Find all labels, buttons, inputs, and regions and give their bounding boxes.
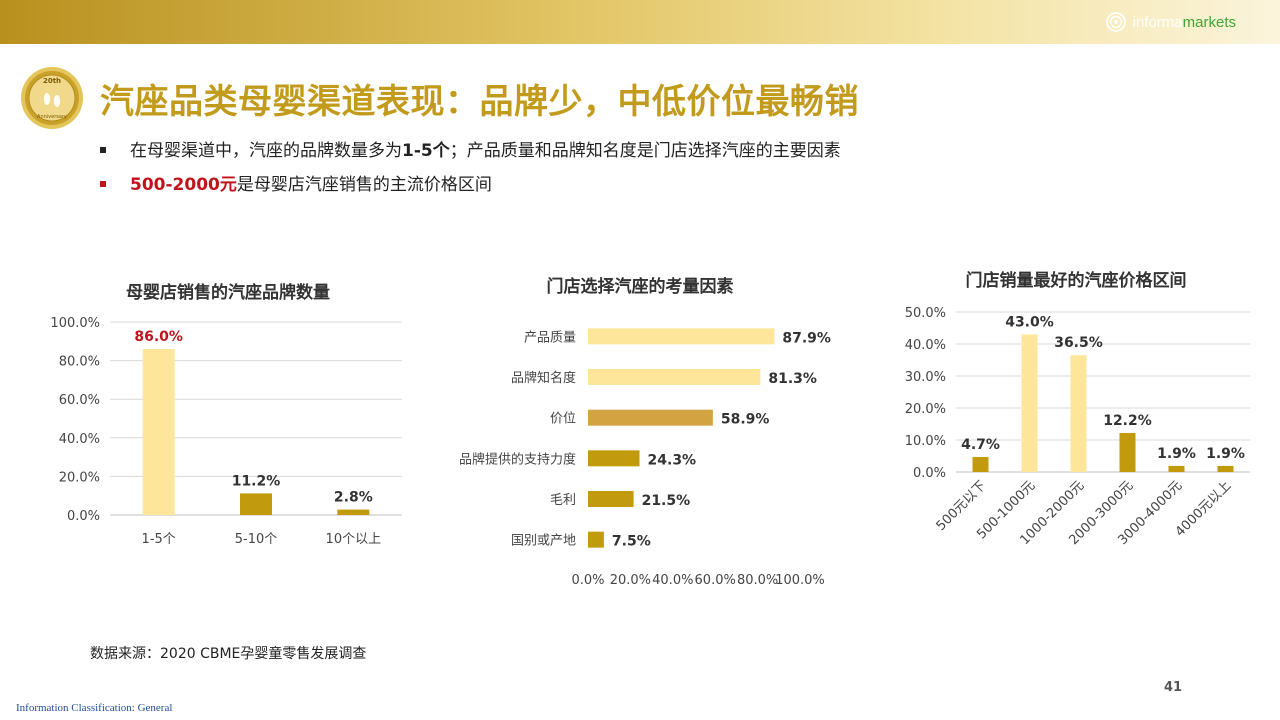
bullet-marker	[100, 181, 106, 187]
data-label: 11.2%	[232, 473, 281, 489]
chart-title: 母婴店销售的汽座品牌数量	[126, 282, 330, 303]
y-tick-label: 0.0%	[67, 509, 100, 524]
data-label: 87.9%	[782, 330, 831, 346]
data-label: 58.9%	[721, 412, 770, 428]
y-tick-label: 40.0%	[905, 338, 946, 353]
y-tick-label: 100.0%	[50, 316, 100, 331]
bar	[588, 491, 634, 507]
bar	[1021, 334, 1038, 472]
data-label: 21.5%	[642, 493, 691, 509]
y-tick-label: 60.0%	[59, 393, 100, 408]
price-range-chart: 门店销量最好的汽座价格区间 0.0% 10.0% 20.0% 30.0% 40.0% 50…	[905, 270, 1250, 548]
bar	[588, 369, 761, 385]
chart-title: 门店选择汽座的考量因素	[547, 276, 734, 297]
x-tick-label: 100.0%	[775, 573, 825, 588]
bar	[240, 493, 272, 515]
x-tick-label: 20.0%	[610, 573, 651, 588]
y-tick-label: 30.0%	[905, 370, 946, 385]
bullet-item: 500-2000元 是母婴店汽座销售的主流价格区间	[100, 170, 841, 204]
y-tick-label: 0.0%	[913, 466, 946, 481]
data-label: 43.0%	[1005, 314, 1054, 330]
brand-name-part1: informa	[1132, 13, 1183, 31]
category-label: 10个以上	[326, 532, 382, 547]
y-tick-label: 20.0%	[905, 402, 946, 417]
category-label: 品牌知名度	[511, 370, 576, 386]
badge-top-text: 20th	[43, 77, 61, 85]
data-label: 4.7%	[961, 437, 1000, 453]
bar	[972, 456, 989, 472]
bullet-marker	[100, 147, 106, 153]
data-label: 12.2%	[1103, 413, 1152, 429]
badge-bottom-text: Anniversary	[37, 114, 67, 120]
bullet-text-highlight: 500-2000元	[130, 175, 237, 195]
data-label: 7.5%	[612, 534, 651, 550]
bullet-text-bold: 1-5个	[402, 141, 450, 161]
bar	[1070, 355, 1087, 472]
y-tick-label: 20.0%	[59, 470, 100, 485]
bar	[588, 409, 713, 426]
bullet-list: 在母婴渠道中，汽座的品牌数量多为 1-5个 ；产品质量和品牌知名度是门店选择汽座的主…	[100, 136, 841, 204]
data-label: 1.9%	[1157, 446, 1196, 462]
category-label: 品牌提供的支持力度	[459, 451, 576, 467]
bar	[337, 509, 370, 515]
data-label: 81.3%	[768, 371, 817, 387]
page-title: 汽座品类母婴渠道表现：品牌少，中低价位最畅销	[100, 82, 859, 122]
bullet-text-post: 是母婴店汽座销售的主流价格区间	[236, 175, 492, 195]
category-label: 5-10个	[235, 532, 278, 547]
data-label: 86.0%	[134, 329, 183, 345]
selection-factor-chart: 门店选择汽座的考量因素 87.9% 81.3% 58.9% 24.3% 21.5% 7.5…	[459, 276, 831, 588]
page-number: 41	[1164, 680, 1183, 695]
data-label: 36.5%	[1054, 335, 1103, 351]
x-tick-label: 40.0%	[652, 573, 693, 588]
category-label: 产品质量	[524, 330, 576, 345]
bar	[142, 349, 175, 515]
informa-markets-logo: informa markets	[1105, 10, 1236, 34]
chart-title: 门店销量最好的汽座价格区间	[966, 270, 1187, 291]
category-label: 价位	[550, 412, 576, 427]
category-label: 毛利	[550, 493, 576, 508]
category-label: 国别或产地	[511, 534, 576, 549]
x-tick-label: 60.0%	[695, 573, 736, 588]
data-label: 24.3%	[648, 452, 697, 468]
bullet-text-post: ；产品质量和品牌知名度是门店选择汽座的主要因素	[449, 141, 841, 161]
bar	[1217, 465, 1234, 472]
bullet-text-pre: 在母婴渠道中，汽座的品牌数量多为	[130, 141, 402, 161]
bar	[588, 450, 640, 467]
y-tick-label: 50.0%	[905, 306, 946, 321]
data-source: 数据来源：2020 CBME孕婴童零售发展调查	[90, 646, 367, 662]
informa-logo-icon	[1105, 12, 1126, 32]
y-tick-label: 40.0%	[59, 432, 100, 447]
classification-label: Information Classification: General	[16, 702, 173, 714]
data-label: 2.8%	[334, 490, 373, 506]
data-label: 1.9%	[1206, 446, 1245, 462]
category-label: 1-5个	[142, 532, 176, 547]
y-tick-label: 80.0%	[59, 355, 100, 370]
header-bar	[0, 0, 1280, 44]
bar	[1119, 432, 1136, 472]
x-tick-label: 80.0%	[737, 573, 778, 588]
bar	[1168, 465, 1185, 472]
anniversary-badge: 20th Anniversary	[21, 67, 83, 129]
brand-count-chart: 母婴店销售的汽座品牌数量 0.0% 20.0% 40.0% 60.0% 80.0% 100…	[50, 282, 402, 547]
bullet-item: 在母婴渠道中，汽座的品牌数量多为 1-5个 ；产品质量和品牌知名度是门店选择汽座的主…	[100, 136, 841, 170]
brand-name-part2: markets	[1182, 13, 1236, 31]
y-tick-label: 10.0%	[905, 434, 946, 449]
bar	[588, 531, 604, 548]
x-tick-label: 0.0%	[571, 573, 604, 588]
bar	[588, 328, 775, 345]
